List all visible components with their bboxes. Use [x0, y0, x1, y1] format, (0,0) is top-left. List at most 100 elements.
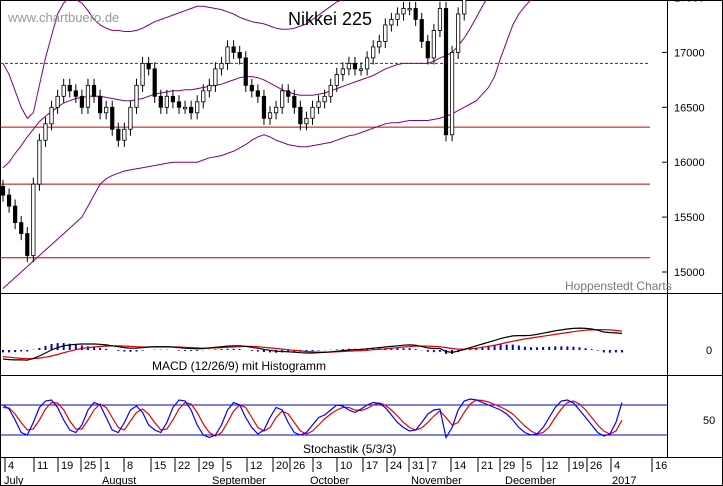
day-tick-label: 12: [250, 460, 262, 472]
candle-body: [401, 8, 406, 15]
day-tick-label: 31: [412, 460, 424, 472]
stoch-panel: [0, 398, 668, 440]
bollinger-mid-line: [2, 0, 487, 169]
candle-body: [292, 95, 297, 108]
candle-body: [322, 95, 327, 103]
candle-body: [249, 84, 254, 92]
price-tick-label: 15000: [674, 267, 705, 279]
price-tick-label: 17000: [674, 47, 705, 59]
day-tick-label: 20: [276, 460, 288, 472]
macd-label: MACD (12/26/9) mit Histogramm: [152, 359, 326, 373]
day-tick-label: 29: [503, 460, 515, 472]
price-tick-label: 17500: [674, 0, 705, 5]
day-tick-label: 26: [293, 460, 305, 472]
day-tick-label: 12: [546, 460, 558, 472]
candle-body: [267, 112, 273, 119]
candle-body: [280, 90, 285, 108]
day-tick-label: 8: [127, 460, 133, 472]
candle-body: [176, 101, 182, 108]
candle-body: [152, 68, 157, 97]
month-label: September: [212, 475, 266, 486]
month-label: November: [411, 475, 462, 486]
month-label: 2017: [612, 475, 636, 486]
day-tick-label: 16: [655, 460, 667, 472]
candle-body: [231, 46, 236, 53]
stoch-k-line: [2, 398, 623, 440]
day-tick-label: 15: [154, 460, 166, 472]
candle-body: [462, 0, 467, 15]
candle-body: [377, 41, 382, 48]
candle-body: [207, 84, 212, 92]
chart-title: Nikkei 225: [288, 9, 372, 29]
price-tick-label: 15500: [674, 212, 705, 224]
candle-body: [383, 24, 388, 42]
candle-body: [49, 106, 54, 125]
macd-tick-label: 0: [706, 345, 712, 357]
day-tick-label: 14: [454, 460, 466, 472]
candle-body: [371, 46, 376, 59]
candle-body: [67, 84, 72, 92]
candle-body: [6, 194, 12, 207]
candle-body: [85, 84, 91, 108]
day-tick-label: 29: [202, 460, 214, 472]
candle-body: [31, 183, 36, 256]
candle-body: [413, 8, 418, 20]
candle-body: [122, 128, 127, 141]
day-tick-label: 11: [37, 460, 48, 472]
candle-body: [43, 123, 48, 141]
candle-body: [116, 128, 121, 141]
candle-body: [334, 73, 339, 86]
candle-body: [352, 62, 358, 70]
candle-body: [19, 222, 24, 234]
candle-body: [146, 62, 151, 70]
candle-body: [243, 57, 248, 86]
candle-body: [225, 46, 230, 64]
candle-body: [195, 101, 200, 114]
watermark: www.chartbuero.de: [7, 10, 119, 25]
candle-body: [437, 8, 443, 31]
candle-body: [201, 90, 206, 103]
day-tick-label: 10: [340, 460, 352, 472]
candle-body: [219, 62, 224, 70]
candle-body: [91, 84, 97, 97]
day-tick-label: 4: [614, 460, 620, 472]
day-tick-label: 19: [61, 460, 73, 472]
candle-body: [79, 95, 84, 108]
candle-body: [304, 117, 309, 125]
candle-body: [110, 106, 115, 130]
candle-body: [365, 57, 370, 70]
candle-body: [97, 95, 103, 114]
candle-body: [261, 95, 267, 119]
price-panel: [0, 0, 650, 289]
candle-body: [310, 106, 315, 119]
month-label: July: [4, 475, 24, 486]
candle-body: [104, 106, 109, 114]
candle-body: [346, 62, 352, 70]
macd-signal-line: [2, 329, 623, 360]
candle-body: [449, 52, 455, 136]
bollinger-upper-line: [2, 0, 344, 120]
day-tick-label: 3: [316, 460, 322, 472]
day-tick-label: 22: [178, 460, 190, 472]
candle-body: [316, 101, 321, 108]
candle-body: [419, 19, 424, 42]
candle-body: [25, 233, 30, 256]
bollinger-lower-line: [2, 0, 532, 289]
day-tick-label: 4: [8, 460, 14, 472]
candle-body: [456, 13, 461, 53]
candle-body: [273, 106, 279, 114]
candle-body: [182, 106, 188, 110]
candle-body: [37, 139, 42, 185]
month-label: October: [310, 475, 349, 486]
candle-body: [328, 84, 333, 97]
candle-body: [0, 185, 6, 196]
day-tick-label: 1: [104, 460, 110, 472]
day-tick-label: 21: [481, 460, 493, 472]
month-label: August: [102, 475, 136, 486]
candle-body: [140, 62, 145, 86]
candle-body: [395, 13, 400, 20]
candle-body: [164, 95, 169, 108]
candle-body: [286, 90, 291, 97]
axes: 1500015500160001650017000175001800018500…: [4, 0, 715, 486]
day-tick-label: 7: [431, 460, 437, 472]
